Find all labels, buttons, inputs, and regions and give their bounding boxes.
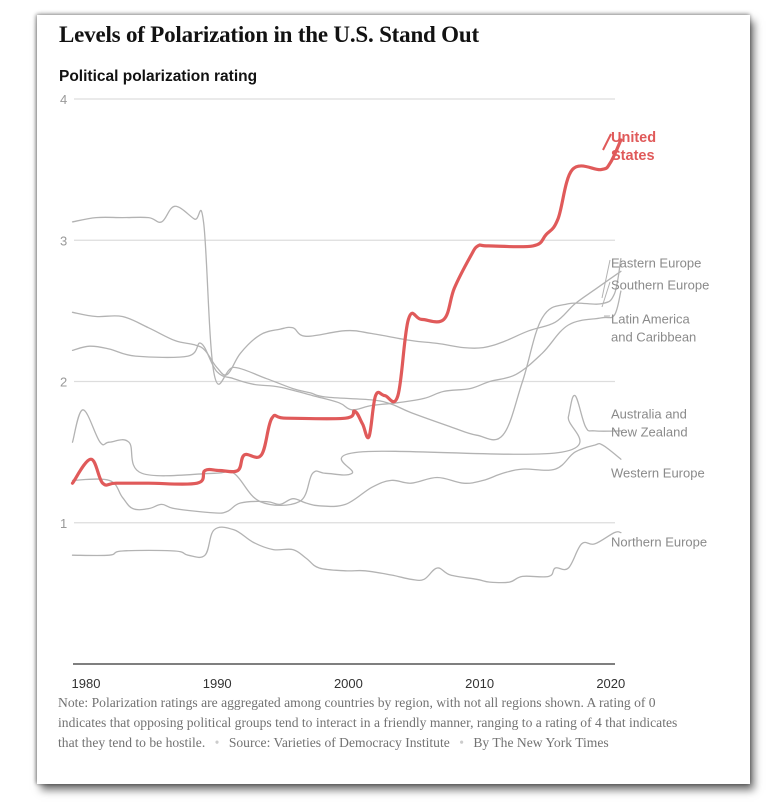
series-label-united-states: United [611,130,656,146]
x-tick-label: 2010 [465,676,494,691]
label-connector [602,133,612,151]
line-southern-europe [71,290,622,411]
series-label-australia-and-new-zealand: New Zealand [611,424,688,439]
series-label-southern-europe: Southern Europe [611,277,709,292]
series-label-united-states: States [611,148,655,164]
series-label-latin-america-and-caribbean: and Caribbean [611,329,696,344]
line-northern-europe [71,526,622,584]
y-tick-label: 3 [60,233,67,248]
gridlines: 1 2 3 4 [60,92,615,531]
x-tick-label: 1980 [72,676,101,691]
source-text: Source: Varieties of Democracy Institute [228,735,450,750]
series-label-eastern-europe: Eastern Europe [611,255,701,270]
line-united-states [70,138,623,487]
chart-card [37,15,750,784]
chart-title: Levels of Polarization in the U.S. Stand… [59,22,479,47]
label-connector [601,259,611,299]
x-tick-label: 2020 [596,676,625,691]
separator: • [459,735,464,750]
credit-text: By The New York Times [473,735,609,750]
line-australia-and-new-zealand [71,394,622,506]
x-axis: 1980 1990 2000 2010 2020 [72,663,625,691]
chart-note: Note: Polarization ratings are aggregate… [58,693,698,753]
x-tick-label: 1990 [203,676,232,691]
series-labels: United States Eastern Europe Southern Europ… [600,130,709,549]
y-axis-title: Political polarization rating [59,68,258,85]
x-tick-label: 2000 [334,676,363,691]
line-latin-america-and-caribbean [71,270,622,376]
line-western-europe [71,442,622,514]
y-tick-label: 1 [60,516,67,531]
label-connector [601,281,611,308]
y-tick-label: 2 [60,375,67,390]
series-label-australia-and-new-zealand: Australia and [611,406,687,421]
series-lines [71,205,622,584]
series-label-western-europe: Western Europe [611,465,705,480]
y-tick-label: 4 [60,92,67,107]
series-label-latin-america-and-caribbean: Latin America [611,311,691,326]
note-text: Note: Polarization ratings are aggregate… [58,695,678,750]
line-eastern-europe [71,205,622,441]
highlight-lines [70,138,623,487]
series-label-northern-europe: Northern Europe [611,534,707,549]
separator: • [214,735,220,750]
